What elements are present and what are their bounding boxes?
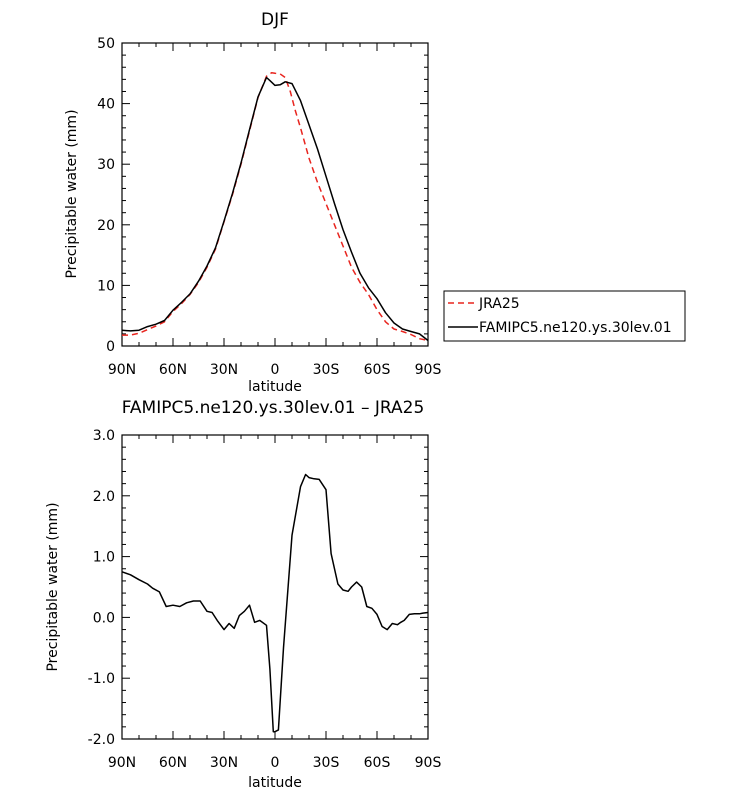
legend-label-famipc5: FAMIPC5.ne120.ys.30lev.01: [479, 320, 672, 336]
y-tick-label: 1.0: [93, 550, 115, 566]
legend-box: [443, 290, 686, 342]
x-tick-label: 30S: [313, 362, 340, 378]
x-tick-label: 30S: [313, 755, 340, 771]
y-tick-label: 3.0: [93, 428, 115, 444]
y-tick-label: 20: [97, 218, 115, 234]
y-axis-label: Precipitable water (mm): [64, 109, 80, 278]
x-tick-label: 90S: [415, 362, 442, 378]
y-tick-label: 0: [106, 339, 115, 355]
chart-difference: FAMIPC5.ne120.ys.30lev.01 – JRA25 -2.0 -1…: [45, 398, 441, 791]
chart-title: FAMIPC5.ne120.ys.30lev.01 – JRA25: [122, 398, 425, 418]
x-tick-label: 60S: [364, 362, 391, 378]
tick-marks: [121, 434, 429, 740]
plot-frame: [121, 434, 429, 740]
y-tick-label: 40: [97, 97, 115, 113]
series-lines: [121, 71, 429, 342]
y-axis-label: Precipitable water (mm): [45, 502, 61, 671]
y-tick-label: -2.0: [88, 732, 115, 748]
y-tick-label: 10: [97, 278, 115, 294]
x-axis-label: latitude: [248, 775, 302, 791]
x-tick-labels: 90N 60N 30N 0 30S 60S 90S: [108, 362, 442, 378]
series-line-jra25: [122, 71, 429, 342]
series-line-famipc5-ne120-ys-30lev-01: [121, 76, 429, 342]
legend: JRA25 FAMIPC5.ne120.ys.30lev.01: [443, 290, 686, 342]
chart-title: DJF: [261, 10, 289, 30]
y-tick-labels: 0 10 20 30 40 50: [97, 36, 115, 355]
x-tick-label: 0: [271, 755, 280, 771]
y-tick-label: 50: [97, 36, 115, 52]
x-tick-label: 90N: [108, 362, 136, 378]
plot-frame: [121, 42, 429, 347]
x-tick-label: 90N: [108, 755, 136, 771]
x-tick-label: 30N: [210, 362, 238, 378]
x-tick-label: 60N: [159, 755, 187, 771]
legend-label-jra25: JRA25: [478, 296, 520, 312]
y-tick-label: 0.0: [93, 610, 115, 626]
y-tick-label: -1.0: [88, 671, 115, 687]
x-axis-label: latitude: [248, 379, 302, 395]
x-tick-label: 60N: [159, 362, 187, 378]
y-tick-labels: -2.0 -1.0 0.0 1.0 2.0 3.0: [88, 428, 115, 748]
x-tick-label: 60S: [364, 755, 391, 771]
y-tick-label: 2.0: [93, 489, 115, 505]
x-tick-label: 30N: [210, 755, 238, 771]
tick-marks: [121, 42, 429, 347]
series-line-difference: [121, 473, 429, 733]
series-lines: [121, 473, 429, 733]
x-tick-labels: 90N 60N 30N 0 30S 60S 90S: [108, 755, 442, 771]
x-tick-label: 0: [271, 362, 280, 378]
x-tick-label: 90S: [415, 755, 442, 771]
chart-djf: DJF 0 10 20 30 40 50 90N 60N 30N 0 30S 60S 90S lati…: [64, 10, 686, 395]
y-tick-label: 30: [97, 157, 115, 173]
